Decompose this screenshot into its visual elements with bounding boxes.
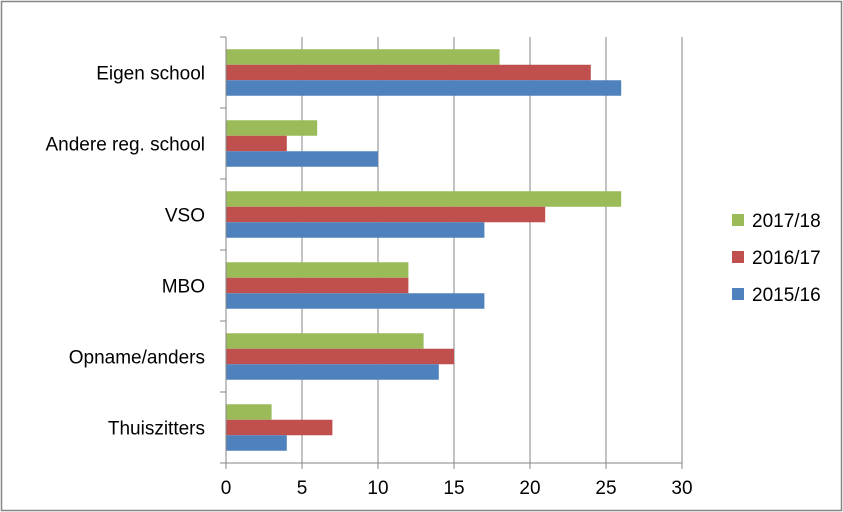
bar	[226, 222, 485, 238]
x-tick-label: 0	[221, 478, 232, 499]
y-category-label: MBO	[162, 277, 205, 298]
axes: 0 5 10 15 20 25 30 Eigen school Andere reg. scho…	[46, 36, 693, 499]
legend-label: 2017/18	[752, 211, 821, 232]
bar	[226, 435, 287, 451]
bar	[226, 64, 591, 81]
x-tick-label: 25	[595, 478, 616, 499]
bar	[226, 404, 272, 420]
bar	[226, 348, 454, 365]
x-tick-label: 5	[297, 478, 308, 499]
y-category-label: Opname/anders	[69, 348, 205, 369]
bar	[226, 364, 439, 380]
y-category-label: Andere reg. school	[46, 135, 206, 156]
bar	[226, 191, 622, 207]
bar	[226, 206, 546, 223]
legend-swatch	[732, 251, 744, 263]
bar	[226, 419, 333, 436]
x-tick-label: 15	[443, 478, 464, 499]
bar	[226, 151, 378, 167]
bar	[226, 120, 318, 136]
bar	[226, 277, 409, 294]
bar	[226, 293, 485, 309]
bar	[226, 262, 409, 278]
x-tick-label: 30	[671, 478, 692, 499]
legend: 2017/18 2016/17 2015/16	[732, 211, 821, 306]
legend-label: 2016/17	[752, 248, 821, 269]
y-category-label: VSO	[165, 206, 205, 227]
y-category-label: Eigen school	[96, 64, 205, 85]
bar	[226, 49, 500, 65]
bars	[226, 49, 622, 451]
x-tick-label: 20	[519, 478, 540, 499]
legend-label: 2015/16	[752, 285, 821, 306]
y-category-label: Thuiszitters	[108, 419, 205, 440]
bar	[226, 135, 287, 152]
legend-swatch	[732, 288, 744, 300]
x-tick-label: 10	[367, 478, 388, 499]
gridlines	[301, 37, 683, 463]
legend-swatch	[732, 214, 744, 226]
bar	[226, 333, 424, 349]
bar	[226, 80, 622, 96]
